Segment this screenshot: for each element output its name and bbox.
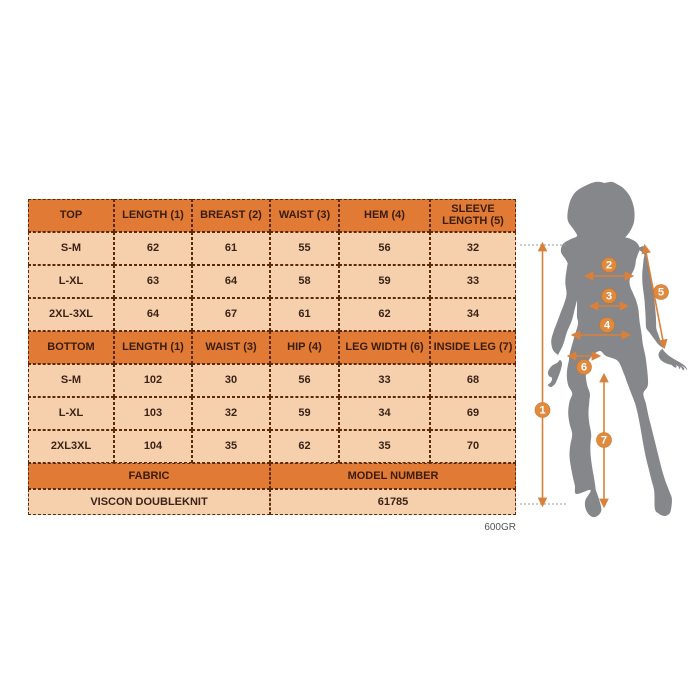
svg-text:2: 2: [606, 259, 612, 271]
svg-text:3: 3: [606, 290, 612, 302]
svg-text:4: 4: [604, 319, 611, 331]
svg-text:1: 1: [539, 404, 545, 416]
svg-text:7: 7: [601, 434, 607, 446]
svg-text:6: 6: [581, 361, 587, 373]
svg-text:5: 5: [658, 286, 664, 298]
